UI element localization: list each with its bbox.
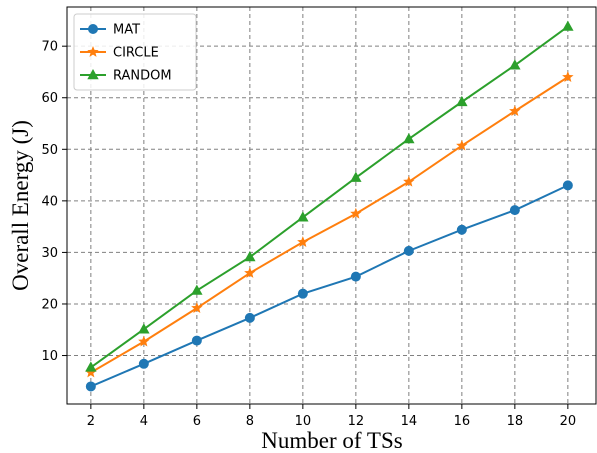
data-point-mat [138, 358, 149, 369]
data-point-random [138, 323, 150, 334]
y-tick-label: 50 [41, 143, 58, 158]
y-tick-label: 20 [41, 297, 58, 312]
x-tick-label: 18 [507, 414, 524, 429]
x-axis-label: Number of TSs [261, 428, 402, 453]
legend-label-circle: CIRCLE [113, 46, 159, 61]
ticks: 2 4 6 8 10 12 14 16 18 20 10 20 30 40 50 60 70 [41, 40, 576, 429]
plot-frame [66, 6, 597, 405]
data-point-random [562, 20, 574, 31]
y-tick-label: 60 [41, 91, 58, 106]
x-tick-label: 14 [401, 414, 418, 429]
data-point-random [191, 284, 203, 295]
data-point-mat [562, 180, 573, 191]
legend-marker-mat [88, 24, 98, 34]
data-point-mat [297, 288, 308, 299]
data-point-random [456, 95, 468, 107]
y-tick-label: 30 [41, 246, 58, 261]
data-point-mat [456, 224, 467, 235]
legend-label-random: RANDOM [113, 69, 172, 84]
data-point-circle [562, 71, 574, 82]
x-tick-label: 6 [193, 414, 201, 429]
y-tick-label: 70 [41, 40, 58, 55]
data-point-circle [85, 366, 97, 378]
series-line-random [90, 25, 569, 369]
series-circle [85, 71, 574, 378]
legend-marker-circle [87, 46, 99, 57]
data-point-circle [244, 267, 256, 278]
series-group [85, 20, 574, 392]
x-tick-label: 16 [454, 414, 471, 429]
data-point-random [403, 132, 415, 144]
data-point-random [350, 171, 362, 182]
x-tick-label: 12 [348, 414, 365, 429]
y-tick-label: 10 [41, 349, 58, 364]
series-mat [85, 180, 573, 392]
data-point-mat [191, 335, 202, 346]
x-tick-label: 8 [246, 414, 254, 429]
data-point-circle [350, 207, 362, 219]
data-point-circle [403, 175, 415, 187]
data-point-circle [191, 302, 203, 313]
data-point-mat [85, 381, 96, 392]
y-tick-label: 40 [41, 194, 58, 209]
series-line-mat [90, 184, 569, 388]
data-point-circle [138, 335, 150, 347]
data-point-mat [244, 312, 255, 323]
legend-box [73, 13, 197, 91]
x-tick-label: 20 [560, 414, 577, 429]
data-point-random [244, 251, 256, 262]
data-point-mat [403, 245, 414, 256]
data-point-circle [456, 139, 468, 151]
data-point-mat [509, 205, 520, 216]
legend-label-mat: MAT [113, 23, 140, 38]
legend-marker-random [87, 69, 99, 80]
x-tick-label: 10 [295, 414, 312, 429]
data-point-random [297, 211, 309, 222]
y-axis-label: Overall Energy (J) [8, 120, 33, 291]
data-point-random [509, 59, 521, 70]
series-random [85, 20, 574, 372]
data-point-random [85, 361, 97, 372]
grid [67, 7, 596, 404]
x-tick-label: 2 [87, 414, 95, 429]
data-point-circle [297, 236, 309, 247]
data-point-circle [509, 105, 521, 116]
x-tick-label: 4 [140, 414, 148, 429]
data-point-mat [350, 271, 361, 282]
series-line-circle [90, 76, 569, 374]
legend: MAT CIRCLE RANDOM [73, 13, 197, 91]
